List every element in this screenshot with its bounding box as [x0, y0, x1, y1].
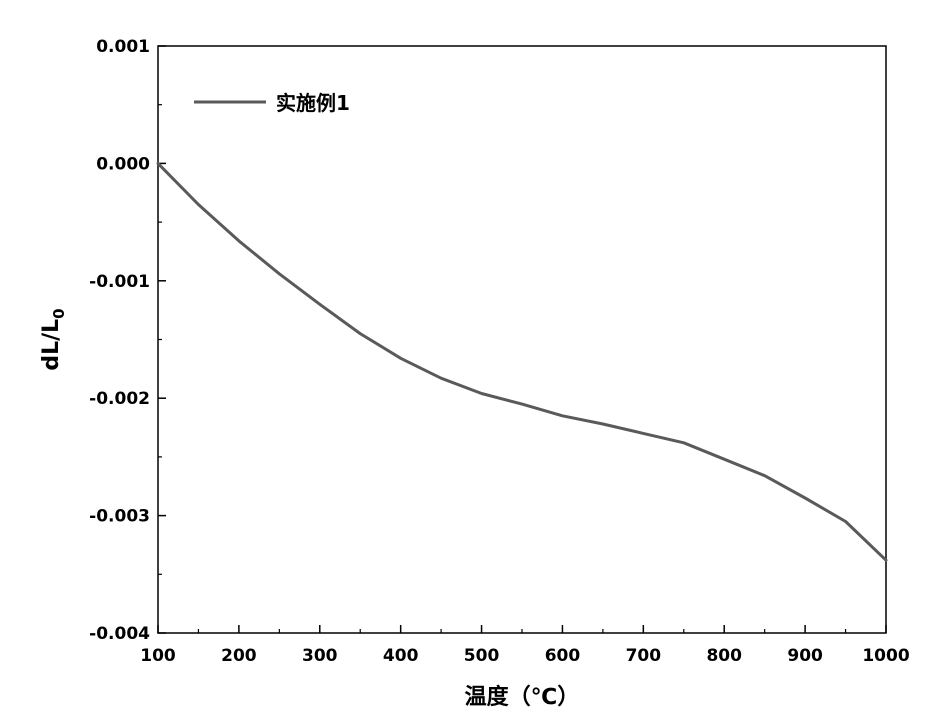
x-tick-label: 700	[626, 646, 662, 666]
x-tick-label: 400	[383, 646, 419, 666]
x-tick-label: 900	[787, 646, 823, 666]
y-axis-title-subscript: 0	[50, 308, 68, 318]
y-axis: 0.001 0.000 -0.001 -0.002 -0.003 -0.004	[89, 37, 166, 644]
x-tick-label: 300	[302, 646, 338, 666]
y-tick-label: 0.000	[96, 154, 150, 174]
y-tick-label: -0.001	[89, 272, 150, 292]
series-line	[156, 161, 888, 562]
x-tick-label: 100	[140, 646, 176, 666]
y-axis-title: dL/L0	[39, 308, 68, 370]
legend-label: 实施例1	[276, 91, 350, 115]
x-axis: 100 200 300 400 500 600 700 800 900 1000	[140, 625, 910, 666]
y-tick-label: -0.003	[89, 507, 150, 527]
y-tick-label: -0.002	[89, 389, 150, 409]
x-tick-label: 600	[545, 646, 581, 666]
y-tick-label: 0.001	[96, 37, 150, 57]
y-tick-label: -0.004	[89, 624, 150, 644]
series-layer	[156, 161, 888, 562]
x-tick-label: 1000	[862, 646, 909, 666]
plot-frame	[157, 45, 887, 634]
x-tick-label: 200	[221, 646, 257, 666]
x-axis-title: 温度（℃）	[465, 684, 580, 710]
legend: 实施例1	[194, 91, 350, 115]
y-axis-title-main: dL/L	[39, 319, 64, 371]
x-tick-label: 500	[464, 646, 500, 666]
x-tick-label: 800	[706, 646, 742, 666]
